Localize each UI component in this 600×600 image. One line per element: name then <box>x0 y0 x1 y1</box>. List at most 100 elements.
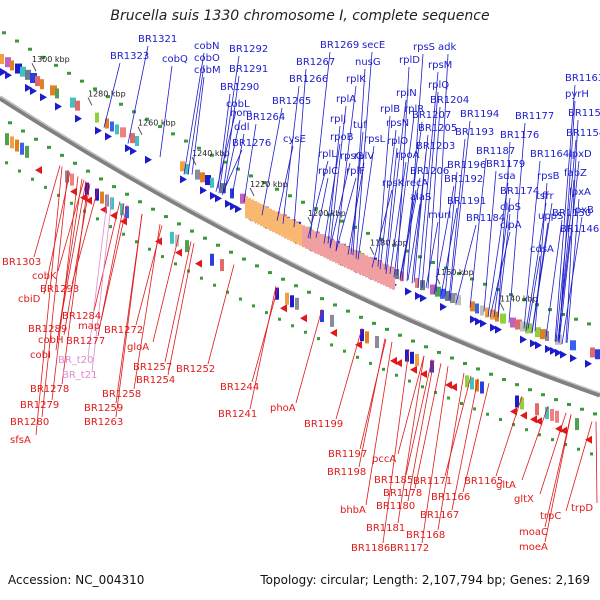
forward-gene-label: BR1163 <box>565 73 600 84</box>
inner-track-dot <box>551 438 554 442</box>
forward-gene-label: cdsA <box>530 244 554 255</box>
reverse-gene-label: moeA <box>519 542 548 553</box>
reverse-leader-line <box>97 203 125 337</box>
outer-track-dot <box>67 71 71 75</box>
reverse-gene-label: BR1284 <box>62 311 101 322</box>
forward-leader-line <box>448 138 466 300</box>
forward-gene-label: BR1193 <box>455 127 494 138</box>
reverse-gene-label: cobI <box>30 350 51 361</box>
reverse-gene-label: BR1198 <box>327 467 366 478</box>
inner-track-dot <box>343 349 346 353</box>
reverse-leader-line <box>358 338 386 468</box>
inner-track-dot <box>5 161 8 165</box>
outer-track-dot <box>93 87 97 91</box>
reverse-leader-line <box>521 406 549 481</box>
outer-track-dot <box>561 312 565 316</box>
inner-track-dot <box>151 207 155 211</box>
inner-track-dot <box>8 121 12 125</box>
forward-leader-line <box>421 91 439 288</box>
operon-block <box>248 197 251 220</box>
inner-track-dot <box>34 137 38 141</box>
reverse-leader-line <box>405 359 433 476</box>
forward-gene-label: BR1164 <box>530 149 569 160</box>
forward-feature <box>75 100 80 111</box>
inner-track-dot <box>593 412 597 416</box>
inner-track-dot <box>434 390 437 394</box>
inner-track-dot <box>213 283 216 287</box>
forward-feature <box>5 57 11 68</box>
inner-track-dot <box>333 303 337 307</box>
reverse-leader-line <box>167 242 195 376</box>
forward-leader-line <box>557 235 571 340</box>
forward-feature <box>205 175 211 186</box>
forward-gene-label: cobQ <box>162 54 188 65</box>
forward-gene-arrow <box>235 205 242 214</box>
reverse-feature <box>120 203 124 216</box>
inner-track-dot <box>252 304 255 308</box>
inner-track-dot <box>382 367 385 371</box>
reverse-leader-line <box>444 375 472 477</box>
forward-gene-label: BR1205 <box>418 123 457 134</box>
outer-track-dot <box>522 298 526 302</box>
operon-block <box>368 256 371 279</box>
forward-gene-label: rpoA <box>396 150 420 161</box>
forward-gene-label: hom <box>230 108 252 119</box>
reverse-leader-line <box>565 421 593 512</box>
reverse-gene-label: BR1258 <box>102 389 141 400</box>
reverse-leader-line <box>407 360 435 502</box>
forward-leader-line <box>487 182 509 317</box>
forward-leader-line <box>223 119 241 194</box>
inner-track-dot <box>463 362 467 366</box>
forward-gene-label: BR1156 <box>568 108 600 119</box>
reverse-leader-line <box>93 201 121 312</box>
forward-gene-label: BR1179 <box>486 159 525 170</box>
inner-track-dot <box>112 185 116 189</box>
forward-gene-arrow <box>530 339 537 348</box>
operon-block <box>266 207 269 230</box>
reverse-feature <box>550 408 554 421</box>
reverse-gene-label: BR1289 <box>28 324 67 335</box>
forward-gene-arrow <box>480 319 487 328</box>
operon-block <box>329 238 332 261</box>
operon-block <box>314 231 317 254</box>
reverse-gene-arrow <box>410 365 417 374</box>
forward-gene-label: rplC <box>318 166 338 177</box>
reverse-leader-line <box>59 181 87 325</box>
operon-block <box>317 232 320 255</box>
operon-block <box>320 234 323 257</box>
outer-track-dot <box>106 95 110 99</box>
scale-tick-mark <box>137 126 143 135</box>
forward-leader-line <box>231 133 245 196</box>
forward-gene-label: BR1267 <box>296 57 335 68</box>
inner-track-dot <box>538 433 541 437</box>
reverse-feature <box>555 410 559 423</box>
forward-leader-line <box>558 160 580 344</box>
reverse-gene-arrow <box>420 370 427 379</box>
reverse-feature <box>405 349 409 362</box>
forward-feature <box>510 317 516 328</box>
inner-track-dot <box>21 129 25 133</box>
reverse-feature <box>285 292 289 305</box>
forward-feature <box>55 88 59 99</box>
forward-leader-line <box>293 68 307 228</box>
outer-track-dot <box>431 260 435 264</box>
outer-track-dot <box>158 125 162 129</box>
forward-leader-line <box>508 122 526 323</box>
reverse-feature <box>575 418 579 431</box>
operon-block <box>386 265 389 288</box>
reverse-gene-label: map <box>78 321 100 332</box>
forward-gene-label: BR1174 <box>500 186 539 197</box>
outer-track-dot <box>301 200 305 204</box>
forward-feature <box>25 69 31 80</box>
scale-tick-label: 1180 kbp <box>370 239 408 248</box>
reverse-gene-arrow <box>395 359 402 368</box>
forward-gene-label: rpsM <box>428 60 452 71</box>
inner-track-dot <box>265 311 268 315</box>
operon-block <box>380 262 383 285</box>
reverse-feature <box>220 259 224 272</box>
inner-track-dot <box>164 215 168 219</box>
forward-feature <box>135 135 139 146</box>
reverse-leader-line <box>152 234 180 343</box>
reverse-gene-arrow <box>535 417 542 426</box>
reverse-gene-arrow <box>585 435 592 444</box>
